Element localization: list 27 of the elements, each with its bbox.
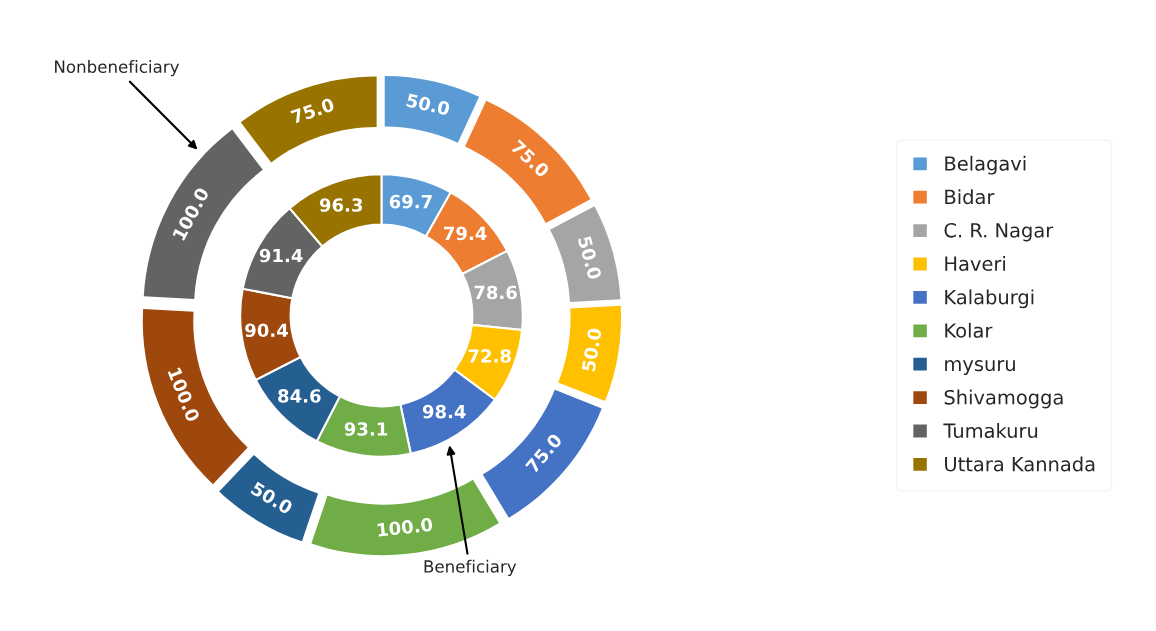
data-label: 93.1 (344, 422, 388, 436)
data-label: 50.0 (406, 93, 451, 116)
data-label: 100.0 (377, 517, 433, 537)
legend-label: C. R. Nagar (944, 222, 1054, 242)
data-label: 75.0 (290, 97, 335, 124)
data-label: 50.0 (577, 235, 603, 281)
legend-label: Uttara Kannada (945, 456, 1095, 472)
slice-label: Beneficiary (424, 559, 517, 576)
legend-label: Haveri (945, 255, 1005, 272)
legend-label: Bidar (945, 189, 995, 205)
data-label: 91.4 (259, 248, 303, 263)
data-label: 90.4 (245, 323, 288, 338)
data-label: 69.7 (389, 194, 432, 209)
legend-label: mysuru (945, 360, 1015, 376)
legend-label: Belagavi (945, 155, 1026, 175)
data-label: 79.4 (444, 226, 487, 241)
legend-label: Kolar (945, 322, 993, 338)
data-label: 78.6 (474, 285, 517, 300)
data-label: 98.4 (422, 404, 466, 419)
legend-label: Tumakuru (943, 423, 1038, 439)
legend-label: Shivamogga (944, 389, 1063, 409)
legend-label: Kalaburgi (945, 289, 1034, 309)
slice-label: Nonbeneficiary (55, 60, 180, 77)
data-label: 50.0 (581, 327, 602, 372)
data-label: 84.6 (278, 389, 321, 403)
data-label: 96.3 (319, 198, 363, 212)
data-label: 72.8 (468, 349, 511, 363)
